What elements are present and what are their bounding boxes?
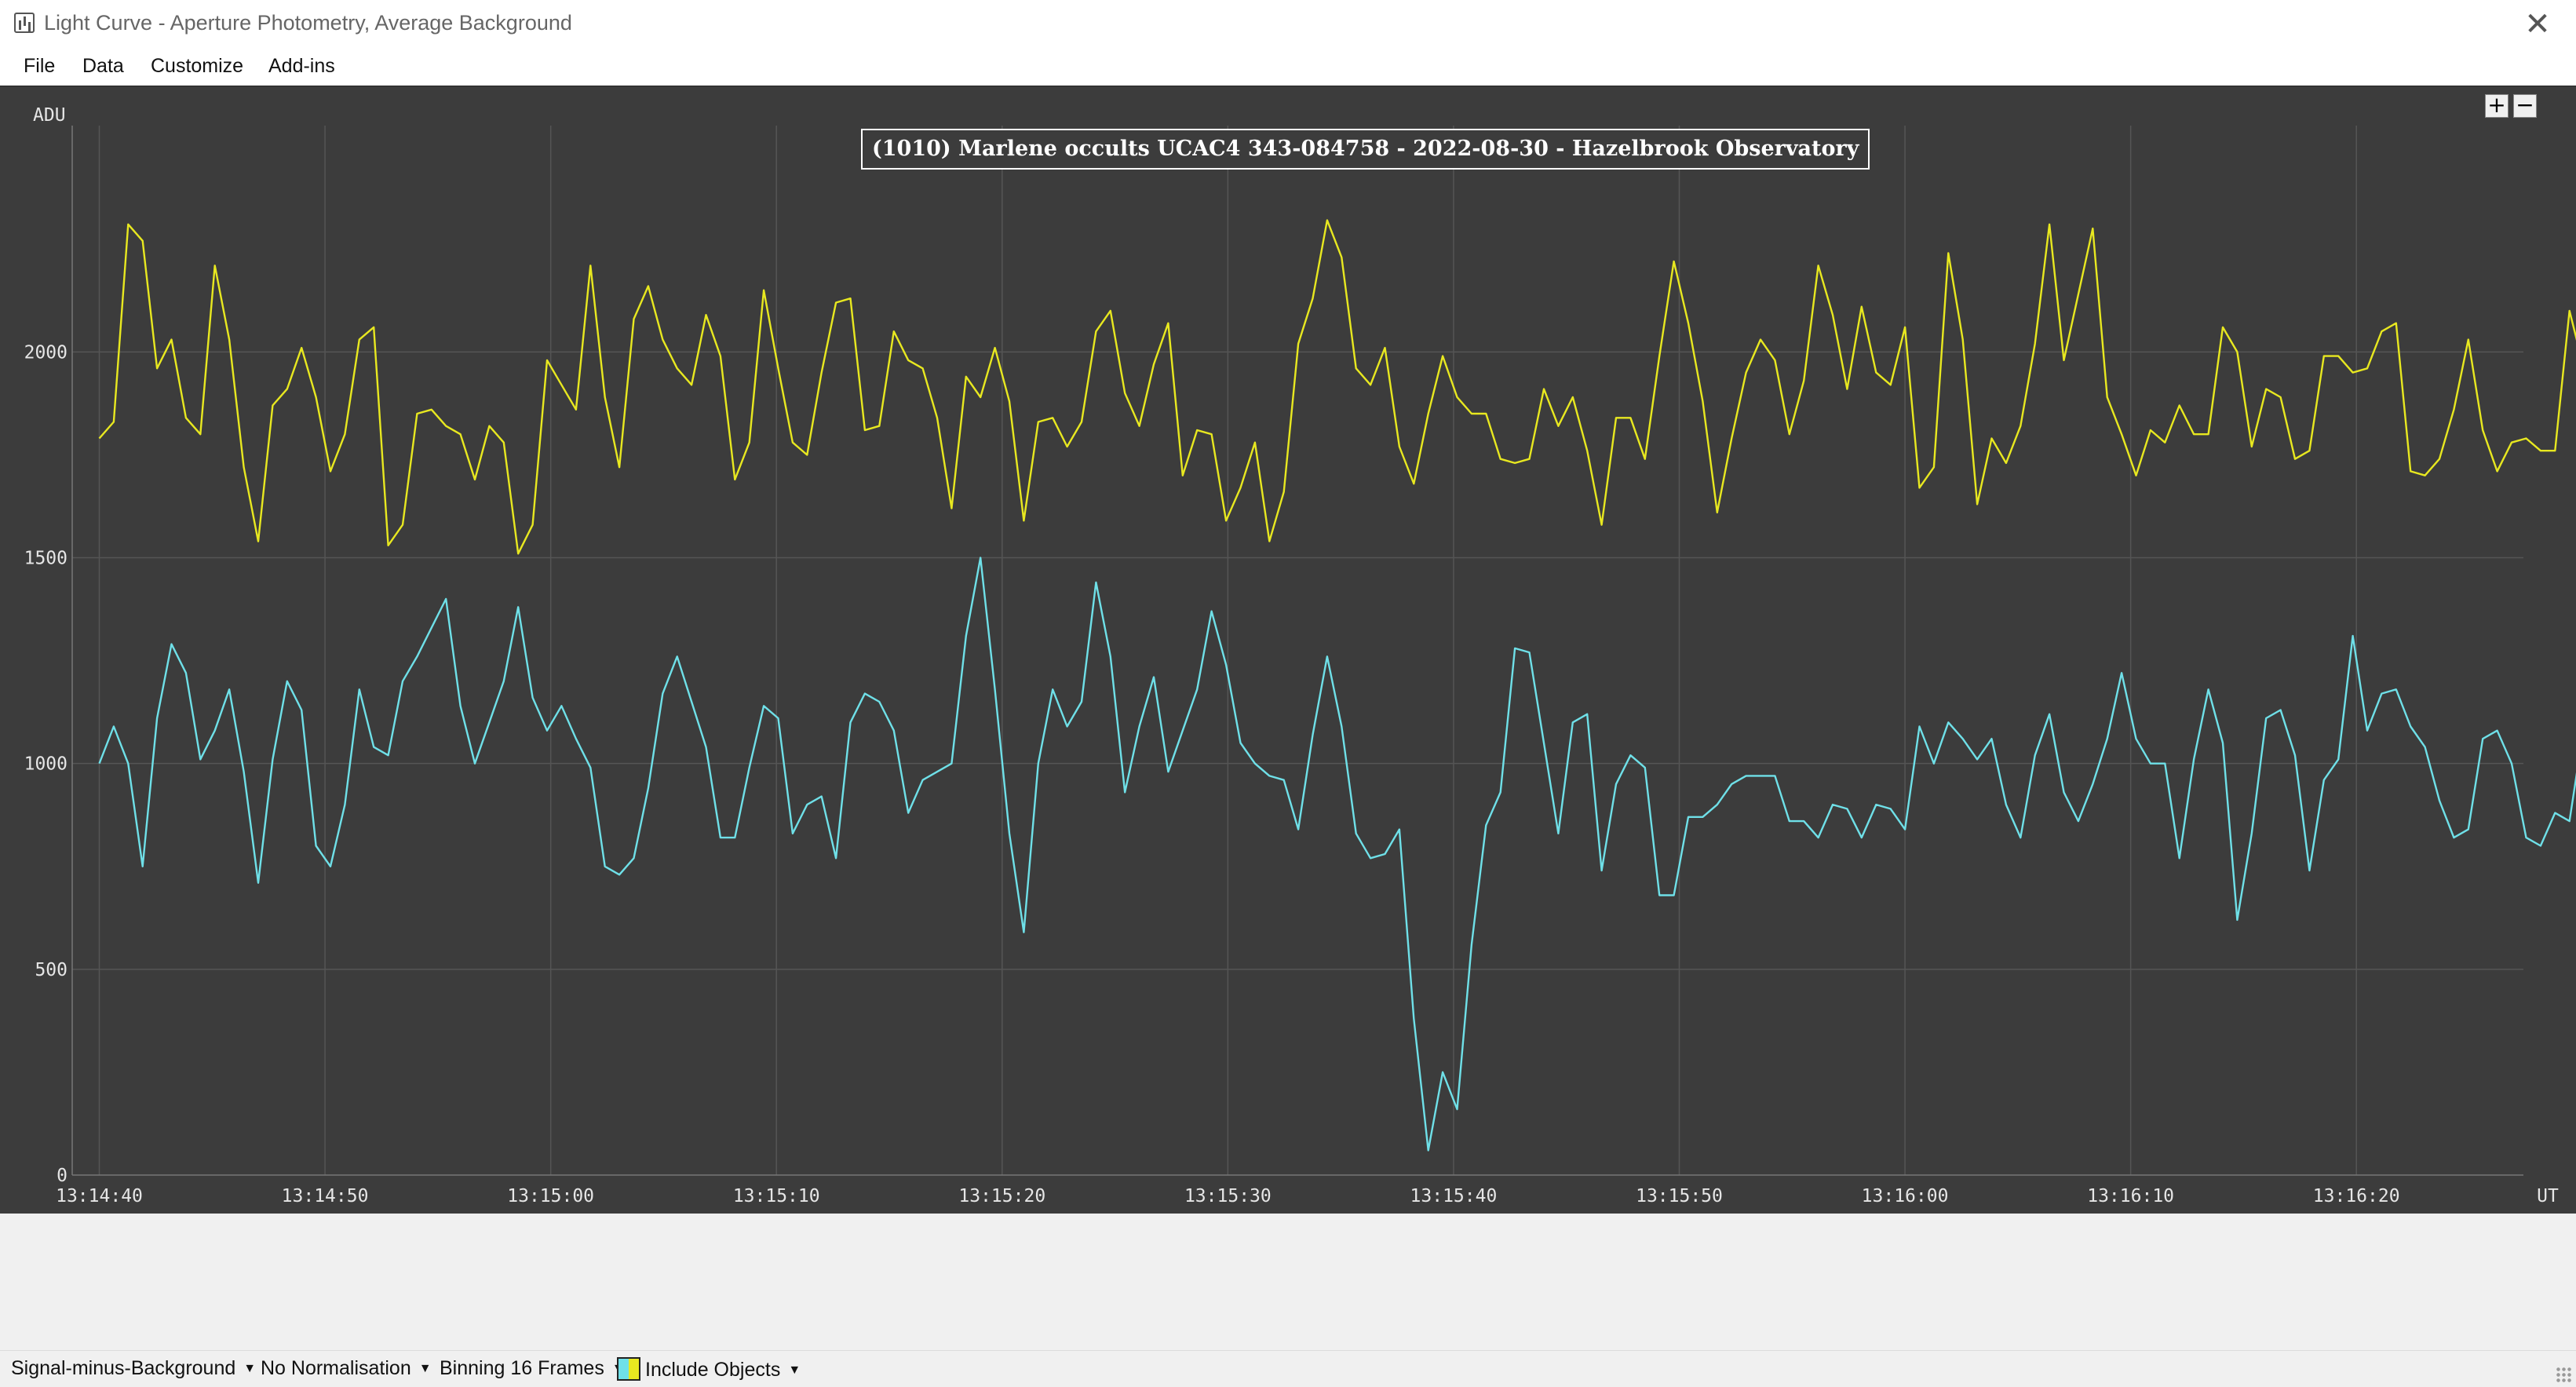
object-color-swatch-icon	[617, 1357, 640, 1381]
x-tick-label: 13:15:20	[958, 1186, 1045, 1206]
menu-bar: File Data Customize Add-ins	[0, 49, 2576, 85]
chevron-down-icon: ▼	[243, 1362, 256, 1376]
x-tick-label: 13:16:00	[1862, 1186, 1949, 1206]
lower-panel	[0, 1214, 2576, 1350]
y-tick-label: 2000	[24, 342, 68, 363]
target-star-series-line	[100, 558, 2576, 1151]
include-objects-label: Include Objects	[645, 1359, 780, 1381]
zoom-in-button[interactable]: +	[2485, 94, 2508, 118]
y-tick-label: 1000	[24, 754, 68, 775]
x-tick-label: 13:15:40	[1410, 1186, 1498, 1206]
comparison-star-series-line	[100, 221, 2576, 554]
x-axis-label: UT	[2537, 1186, 2559, 1206]
light-curve-chart: 0 500 1000 1500 2000 13:14:40 13:14:50 13:15:00…	[0, 86, 2576, 1214]
close-button[interactable]: ✕	[2518, 5, 2557, 44]
y-tick-label: 0	[57, 1166, 68, 1186]
status-bar: Signal-minus-Background ▼ No Normalisatio…	[0, 1350, 2576, 1387]
zoom-out-button[interactable]: −	[2513, 94, 2537, 118]
normalisation-dropdown[interactable]: No Normalisation ▼	[261, 1357, 432, 1380]
normalisation-label: No Normalisation	[261, 1357, 411, 1379]
menu-add-ins[interactable]: Add-ins	[268, 55, 335, 78]
title-bar: Light Curve - Aperture Photometry, Avera…	[0, 0, 2576, 49]
x-tick-label: 13:14:50	[282, 1186, 369, 1206]
signal-mode-dropdown[interactable]: Signal-minus-Background ▼	[11, 1357, 256, 1380]
resize-grip-icon[interactable]	[2556, 1367, 2573, 1384]
x-tick-label: 13:14:40	[56, 1186, 143, 1206]
x-tick-label: 13:16:10	[2087, 1186, 2174, 1206]
menu-file[interactable]: File	[24, 55, 55, 78]
x-tick-label: 13:15:30	[1184, 1186, 1272, 1206]
menu-data[interactable]: Data	[82, 55, 124, 78]
chart-title: (1010) Marlene occults UCAC4 343-084758 …	[861, 129, 1870, 170]
y-tick-label: 1500	[24, 549, 68, 569]
y-axis-label: ADU	[33, 105, 66, 126]
binning-dropdown[interactable]: Binning 16 Frames▼	[440, 1357, 625, 1380]
light-curve-plot[interactable]: 0 500 1000 1500 2000 13:14:40 13:14:50 13:15:00…	[0, 86, 2576, 1214]
light-curve-app-icon	[14, 13, 35, 33]
window-title: Light Curve - Aperture Photometry, Avera…	[44, 11, 572, 35]
chevron-down-icon: ▼	[788, 1363, 801, 1378]
x-tick-label: 13:15:10	[733, 1186, 820, 1206]
chevron-down-icon: ▼	[419, 1362, 432, 1376]
menu-customize[interactable]: Customize	[151, 55, 243, 78]
y-tick-label: 500	[35, 960, 68, 980]
include-objects-dropdown[interactable]: Include Objects ▼	[617, 1357, 801, 1382]
binning-label: Binning 16 Frames	[440, 1357, 604, 1379]
x-tick-label: 13:15:50	[1636, 1186, 1723, 1206]
x-tick-label: 13:16:20	[2313, 1186, 2400, 1206]
signal-mode-label: Signal-minus-Background	[11, 1357, 235, 1379]
x-tick-label: 13:15:00	[507, 1186, 594, 1206]
